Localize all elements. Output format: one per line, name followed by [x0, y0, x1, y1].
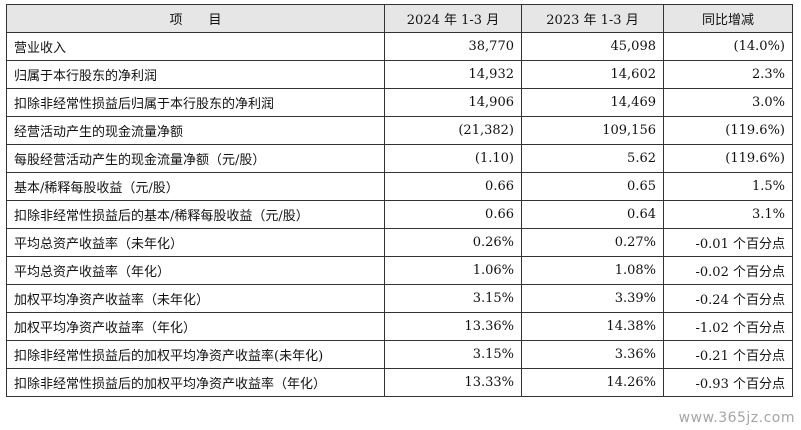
row-item-label: 营业收入: [6, 32, 385, 61]
financial-table-container: 项 目 2024 年 1-3 月 2023 年 1-3 月 同比增减 营业收入 3…: [6, 4, 793, 397]
header-2024: 2024 年 1-3 月: [384, 4, 522, 33]
table-row: 扣除非经常性损益后归属于本行股东的净利润 14,906 14,469 3.0%: [6, 88, 793, 117]
row-change: 3.0%: [663, 88, 793, 117]
row-item-label: 每股经营活动产生的现金流量净额（元/股）: [6, 144, 385, 173]
row-change: 2.3%: [663, 60, 793, 89]
row-value-2024: 13.36%: [384, 312, 522, 341]
row-item-label: 加权平均净资产收益率（年化）: [6, 312, 385, 341]
row-change: -0.93 个百分点: [663, 368, 793, 397]
table-row: 扣除非经常性损益后的加权平均净资产收益率(未年化) 3.15% 3.36% -0.21…: [6, 340, 793, 369]
header-change: 同比增减: [663, 4, 793, 33]
table-row: 基本/稀释每股收益（元/股） 0.66 0.65 1.5%: [6, 172, 793, 201]
row-item-label: 加权平均净资产收益率（未年化）: [6, 284, 385, 313]
row-value-2024: 1.06%: [384, 256, 522, 285]
row-value-2024: 3.15%: [384, 284, 522, 313]
header-2023: 2023 年 1-3 月: [521, 4, 664, 33]
row-item-label: 扣除非经常性损益后归属于本行股东的净利润: [6, 88, 385, 117]
row-change: -0.02 个百分点: [663, 256, 793, 285]
table-row: 加权平均净资产收益率（未年化） 3.15% 3.39% -0.24 个百分点: [6, 284, 793, 313]
table-row: 扣除非经常性损益后的基本/稀释每股收益（元/股） 0.66 0.64 3.1%: [6, 200, 793, 229]
header-row: 项 目 2024 年 1-3 月 2023 年 1-3 月 同比增减: [6, 4, 793, 33]
row-change: (14.0%): [663, 32, 793, 61]
row-change: -0.21 个百分点: [663, 340, 793, 369]
row-value-2023: 5.62: [521, 144, 664, 173]
row-item-label: 扣除非经常性损益后的加权平均净资产收益率(未年化): [6, 340, 385, 369]
row-value-2024: 38,770: [384, 32, 522, 61]
table-row: 加权平均净资产收益率（年化） 13.36% 14.38% -1.02 个百分点: [6, 312, 793, 341]
row-value-2024: 0.66: [384, 200, 522, 229]
row-item-label: 平均总资产收益率（年化）: [6, 256, 385, 285]
row-value-2024: (1.10): [384, 144, 522, 173]
row-value-2023: 14.38%: [521, 312, 664, 341]
row-value-2023: 3.39%: [521, 284, 664, 313]
row-value-2024: 0.26%: [384, 228, 522, 257]
table-row: 营业收入 38,770 45,098 (14.0%): [6, 32, 793, 61]
header-item: 项 目: [6, 4, 385, 33]
financial-summary-table: 项 目 2024 年 1-3 月 2023 年 1-3 月 同比增减 营业收入 3…: [6, 4, 793, 397]
row-value-2024: 14,932: [384, 60, 522, 89]
row-change: 3.1%: [663, 200, 793, 229]
row-value-2023: 0.64: [521, 200, 664, 229]
row-value-2024: 13.33%: [384, 368, 522, 397]
row-value-2023: 3.36%: [521, 340, 664, 369]
row-value-2023: 14,469: [521, 88, 664, 117]
row-value-2024: 14,906: [384, 88, 522, 117]
row-value-2023: 45,098: [521, 32, 664, 61]
row-value-2023: 1.08%: [521, 256, 664, 285]
row-value-2023: 0.65: [521, 172, 664, 201]
row-item-label: 归属于本行股东的净利润: [6, 60, 385, 89]
row-item-label: 经营活动产生的现金流量净额: [6, 116, 385, 145]
table-row: 平均总资产收益率（未年化） 0.26% 0.27% -0.01 个百分点: [6, 228, 793, 257]
row-change: -0.01 个百分点: [663, 228, 793, 257]
table-row: 平均总资产收益率（年化） 1.06% 1.08% -0.02 个百分点: [6, 256, 793, 285]
table-body: 营业收入 38,770 45,098 (14.0%) 归属于本行股东的净利润 14,932…: [6, 32, 793, 397]
table-row: 每股经营活动产生的现金流量净额（元/股） (1.10) 5.62 (119.6%): [6, 144, 793, 173]
row-change: (119.6%): [663, 116, 793, 145]
row-value-2024: 0.66: [384, 172, 522, 201]
row-item-label: 平均总资产收益率（未年化）: [6, 228, 385, 257]
table-row: 归属于本行股东的净利润 14,932 14,602 2.3%: [6, 60, 793, 89]
row-change: 1.5%: [663, 172, 793, 201]
table-row: 扣除非经常性损益后的加权平均净资产收益率（年化） 13.33% 14.26% -0.9…: [6, 368, 793, 397]
row-value-2024: 3.15%: [384, 340, 522, 369]
table-header: 项 目 2024 年 1-3 月 2023 年 1-3 月 同比增减: [6, 4, 793, 33]
row-value-2023: 0.27%: [521, 228, 664, 257]
row-value-2023: 14.26%: [521, 368, 664, 397]
row-change: -0.24 个百分点: [663, 284, 793, 313]
site-watermark: www.365jz.com: [678, 410, 795, 426]
row-value-2024: (21,382): [384, 116, 522, 145]
row-item-label: 扣除非经常性损益后的基本/稀释每股收益（元/股）: [6, 200, 385, 229]
table-row: 经营活动产生的现金流量净额 (21,382) 109,156 (119.6%): [6, 116, 793, 145]
row-change: (119.6%): [663, 144, 793, 173]
row-value-2023: 14,602: [521, 60, 664, 89]
row-value-2023: 109,156: [521, 116, 664, 145]
row-change: -1.02 个百分点: [663, 312, 793, 341]
row-item-label: 扣除非经常性损益后的加权平均净资产收益率（年化）: [6, 368, 385, 397]
row-item-label: 基本/稀释每股收益（元/股）: [6, 172, 385, 201]
